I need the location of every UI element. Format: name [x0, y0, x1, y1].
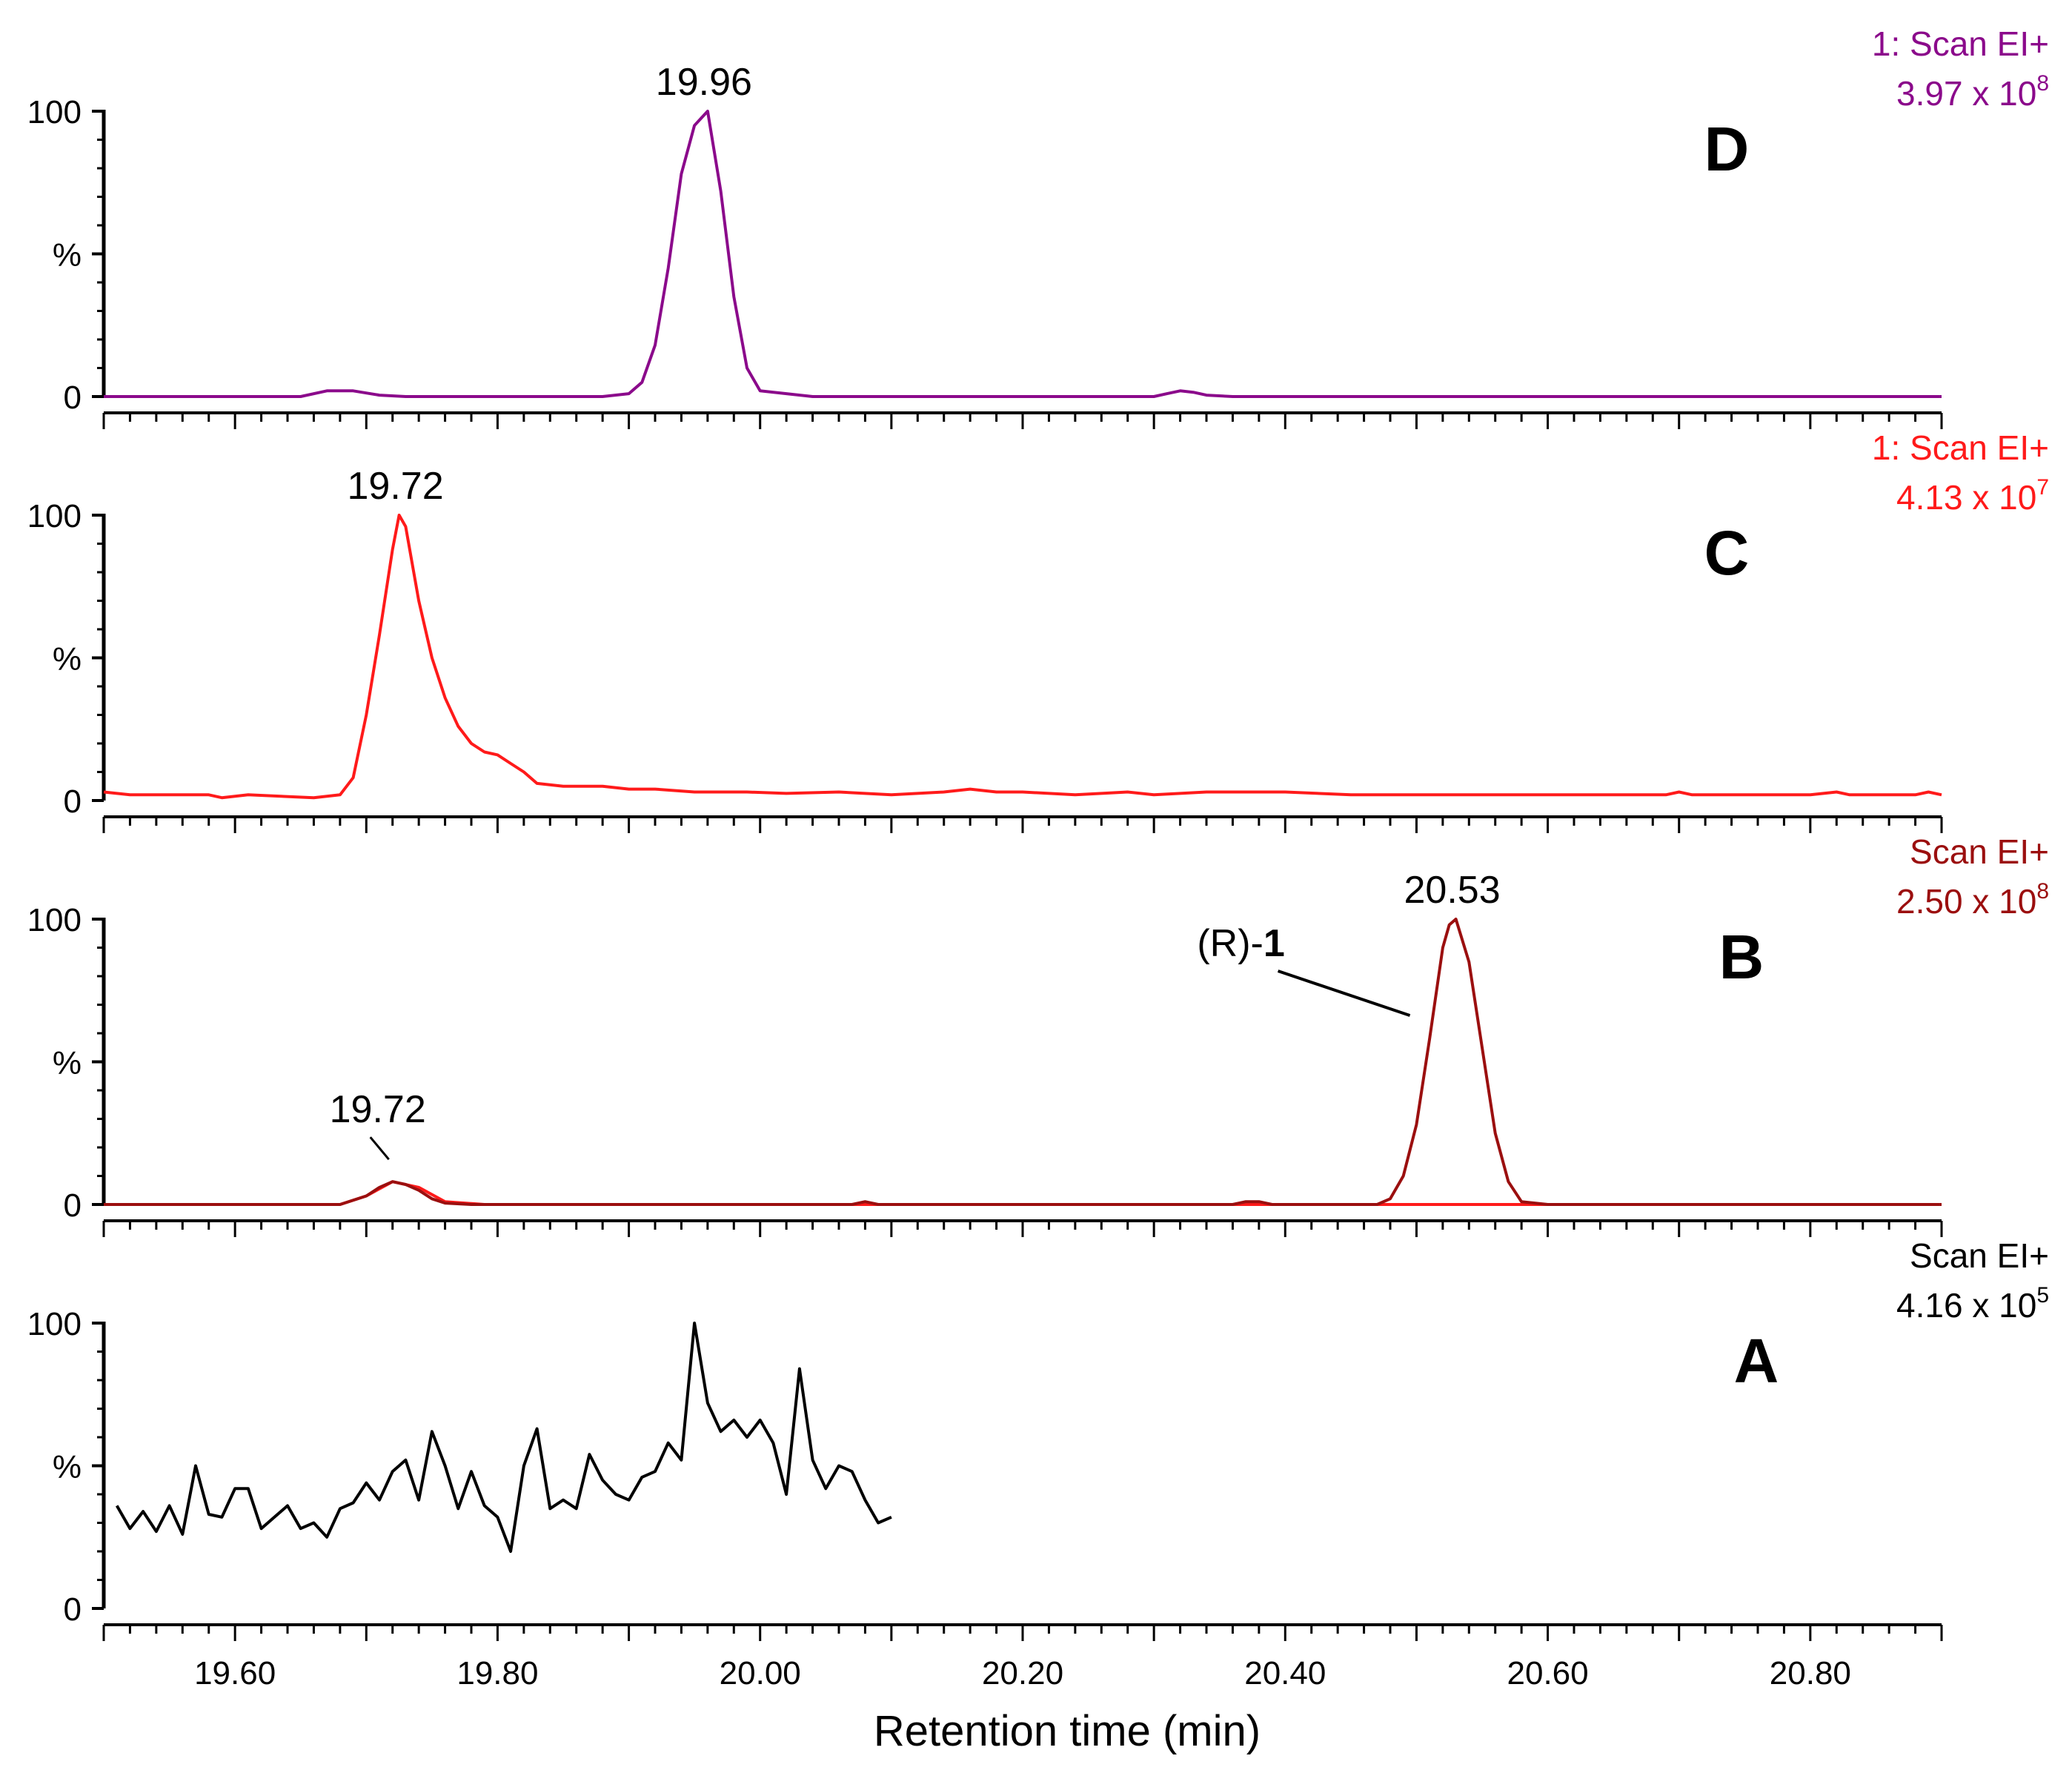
y-tick-label: 0	[64, 1591, 82, 1628]
peak-label: 20.53	[1404, 869, 1501, 912]
y-tick-label: 100	[27, 94, 82, 130]
annotation-leader-line	[1277, 970, 1411, 1017]
scale-factor: 4.13 x 107	[1896, 475, 2049, 517]
x-tick-label: 20.60	[1507, 1655, 1589, 1691]
x-tick-label: 20.80	[1770, 1655, 1851, 1691]
panel-letter-b: B	[1719, 922, 1764, 992]
y-tick-label: 100	[27, 902, 82, 938]
peak-label: 19.96	[656, 61, 752, 104]
x-axis-title: Retention time (min)	[874, 1707, 1261, 1755]
panel-d: 100% 0	[27, 94, 1943, 429]
panel-c: 100% 0	[27, 498, 1943, 833]
peak-leader-line	[369, 1136, 390, 1161]
scan-label: Scan EI+	[1910, 832, 2049, 871]
scan-label: 1: Scan EI+	[1872, 428, 2049, 467]
y-tick-label: %	[53, 641, 82, 677]
panel-a: 100% 0	[27, 1306, 1943, 1641]
panel-letter-d: D	[1704, 114, 1750, 184]
scale-factor: 3.97 x 108	[1896, 71, 2049, 113]
peak-label: 19.72	[330, 1088, 426, 1131]
scale-factor: 4.16 x 105	[1896, 1283, 2049, 1325]
series-line-a	[115, 1322, 892, 1553]
x-tick-label: 19.60	[194, 1655, 276, 1691]
scan-label: Scan EI+	[1910, 1236, 2049, 1275]
y-tick-label: %	[53, 1449, 82, 1485]
y-tick-label: %	[53, 237, 82, 274]
panel-letter-c: C	[1704, 518, 1750, 588]
y-tick-label: 0	[64, 783, 82, 820]
series-line-c	[103, 514, 1942, 800]
y-tick-label: %	[53, 1045, 82, 1081]
panel-b: 100% 0	[27, 902, 1943, 1237]
scale-factor: 2.50 x 108	[1896, 879, 2049, 921]
compound-annotation: (R)-1	[1197, 922, 1284, 965]
peak-label: 19.72	[348, 465, 444, 508]
series-line-b-main	[104, 918, 1942, 1206]
y-tick-label: 0	[64, 1187, 82, 1224]
x-tick-label: 20.40	[1244, 1655, 1326, 1691]
y-tick-label: 100	[27, 1306, 82, 1342]
x-tick-label: 20.20	[982, 1655, 1063, 1691]
scan-label: 1: Scan EI+	[1872, 24, 2049, 63]
series-line-d	[104, 110, 1942, 398]
series-line-b-red	[339, 1180, 1942, 1206]
x-tick-label: 19.80	[456, 1655, 538, 1691]
x-tick-label: 20.00	[720, 1655, 801, 1691]
panel-letter-a: A	[1734, 1326, 1779, 1396]
y-tick-label: 0	[64, 380, 82, 416]
y-tick-label: 100	[27, 498, 82, 534]
